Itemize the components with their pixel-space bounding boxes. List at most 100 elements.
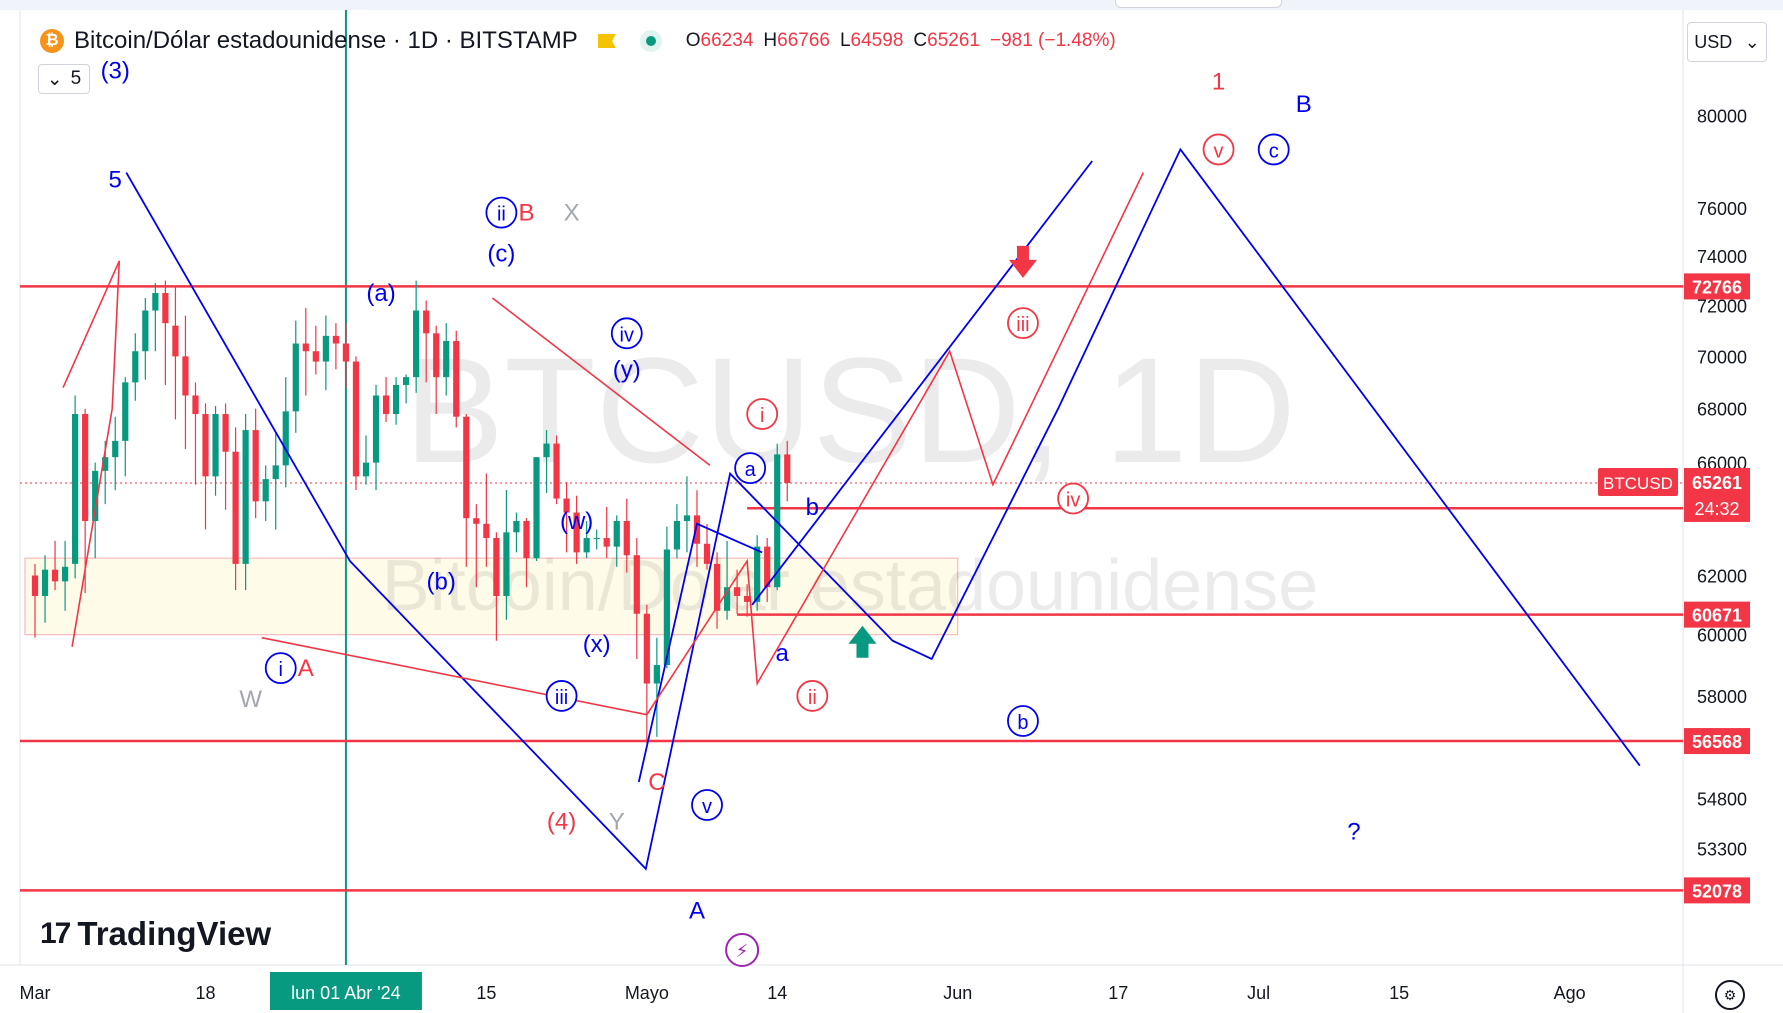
wave-label[interactable]: iv: [1057, 482, 1090, 515]
candle-body: [172, 325, 179, 357]
wave-label-circle: [796, 680, 829, 712]
candle: [723, 540, 731, 620]
candle: [503, 490, 510, 620]
indicator-count: 5: [70, 68, 82, 89]
chevron-down-icon: ⌄: [46, 68, 63, 90]
time-tick-label: 14: [767, 983, 787, 1003]
event-marker-icon[interactable]: [725, 933, 760, 967]
wave-label[interactable]: (w): [560, 508, 593, 535]
wave-label[interactable]: (x): [583, 631, 611, 658]
candle-body: [182, 356, 189, 396]
candle-body: [142, 310, 149, 352]
wave-label[interactable]: iii: [545, 680, 578, 712]
wave-label[interactable]: a: [776, 640, 790, 667]
wave-label-circle: [610, 317, 643, 350]
wave-label[interactable]: ii: [485, 196, 518, 229]
candle: [443, 323, 450, 396]
wave-path[interactable]: [62, 260, 121, 647]
wave-label[interactable]: X: [564, 200, 580, 227]
wave-label[interactable]: A: [298, 655, 314, 682]
candle-body: [523, 521, 530, 559]
candle: [382, 377, 390, 423]
wave-label-text: ii: [808, 687, 817, 709]
candle: [192, 382, 199, 485]
wave-label[interactable]: Y: [609, 809, 625, 836]
wave-label-circle: [734, 452, 767, 484]
wave-label[interactable]: c: [1257, 133, 1290, 166]
price-tick-label: 70000: [1697, 347, 1747, 367]
time-tick-label: 15: [1389, 983, 1409, 1003]
wave-label[interactable]: v: [691, 789, 723, 821]
candle-body: [312, 351, 319, 362]
wave-label[interactable]: (y): [613, 356, 641, 383]
wave-label[interactable]: B: [1296, 91, 1312, 118]
price-tick-label: 76000: [1697, 199, 1747, 219]
settings-icon[interactable]: ⚙: [1715, 980, 1745, 1010]
wave-label[interactable]: ?: [1347, 819, 1360, 846]
wave-label[interactable]: C: [648, 769, 665, 796]
candle: [513, 512, 520, 553]
symbol-title[interactable]: Bitcoin/Dólar estadounidense · 1D · BITS…: [74, 27, 578, 54]
candle: [413, 280, 420, 393]
candle: [764, 538, 771, 602]
wave-label[interactable]: i: [264, 652, 297, 685]
candle: [593, 529, 600, 550]
wave-label-text: iv: [620, 324, 634, 346]
last-price-tag: [1684, 467, 1750, 522]
wave-path[interactable]: [491, 297, 711, 467]
wave-label[interactable]: 1: [1212, 69, 1225, 96]
wave-label-text: v: [702, 796, 712, 818]
wave-path[interactable]: [751, 160, 1093, 606]
candle: [493, 532, 500, 641]
candle-body: [483, 523, 490, 539]
market-status-icon[interactable]: [639, 30, 662, 52]
candle: [122, 377, 129, 477]
price-tick-label: 80000: [1697, 106, 1747, 126]
time-tick-label: Mayo: [625, 983, 669, 1003]
tradingview-logo[interactable]: 17 TradingView: [40, 915, 271, 953]
flag-icon[interactable]: [597, 34, 616, 48]
chevron-down-icon: ⌄: [1744, 31, 1760, 52]
candle-body: [102, 457, 109, 471]
arrow-up-icon[interactable]: [848, 625, 877, 658]
wave-label[interactable]: iv: [610, 317, 643, 350]
currency-select[interactable]: USD ⌄: [1687, 22, 1767, 62]
price-tick-label: 58000: [1697, 687, 1747, 707]
wave-path[interactable]: [261, 172, 1145, 716]
wave-label[interactable]: iii: [1007, 307, 1039, 340]
wave-label[interactable]: (4): [547, 809, 576, 836]
wave-path[interactable]: [125, 147, 1641, 871]
wave-label[interactable]: B: [518, 200, 534, 227]
wave-label[interactable]: b: [1007, 705, 1039, 737]
arrow-down-icon[interactable]: [1008, 245, 1037, 278]
price-tick-label: 60000: [1697, 626, 1747, 646]
logo-text: TradingView: [77, 915, 272, 952]
wave-label[interactable]: (b): [427, 568, 456, 595]
ohlc-values: O66234 H66766 L64598 C65261 −981 (−1.48%…: [686, 30, 1116, 52]
indicator-toggle[interactable]: ⌄ 5: [38, 64, 90, 94]
wave-label[interactable]: a: [734, 452, 767, 484]
wave-label-text: A: [689, 898, 705, 925]
candle: [553, 435, 560, 505]
wave-label-text: 5: [109, 167, 122, 194]
top-handle[interactable]: [1115, 0, 1282, 8]
candle: [82, 408, 89, 594]
candle-body: [593, 538, 600, 540]
wave-label[interactable]: 5: [109, 167, 122, 194]
wave-label[interactable]: i: [746, 398, 779, 430]
wave-label[interactable]: A: [689, 898, 705, 925]
candle-body: [222, 414, 229, 452]
wave-label[interactable]: b: [806, 494, 819, 521]
wave-label[interactable]: v: [1202, 133, 1235, 166]
wave-label[interactable]: (3): [101, 58, 130, 85]
ohlc-low-value: 64598: [850, 30, 904, 51]
candle: [392, 377, 400, 425]
currency-label: USD: [1694, 31, 1733, 52]
wave-label[interactable]: ii: [796, 680, 829, 712]
candle: [182, 315, 189, 449]
wave-label[interactable]: (a): [366, 280, 395, 307]
wave-label[interactable]: W: [239, 686, 262, 713]
candle-body: [784, 454, 791, 483]
wave-label[interactable]: (c): [487, 241, 515, 268]
